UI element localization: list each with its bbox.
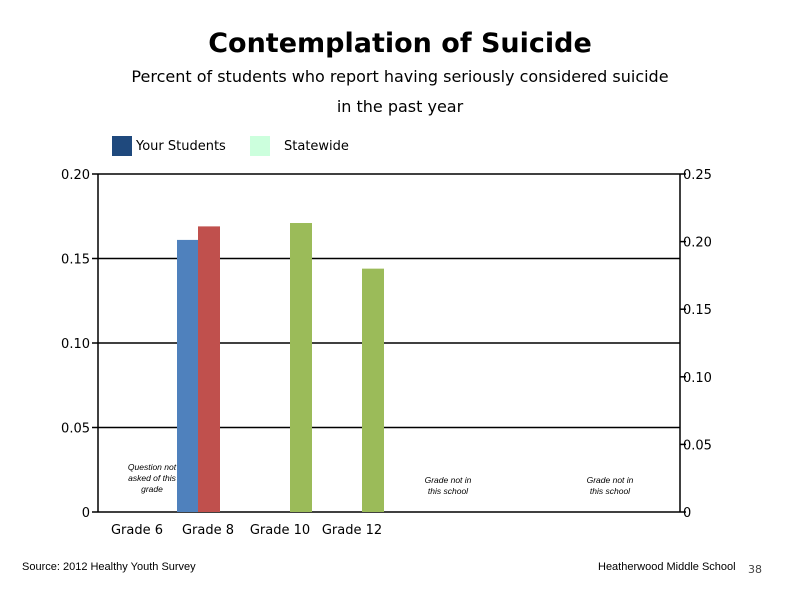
chart-title: Contemplation of Suicide (208, 28, 592, 59)
bar (177, 239, 199, 512)
annotation-text: grade (141, 484, 163, 494)
y-tick-label-right: 0.20 (683, 236, 712, 251)
bar (198, 226, 220, 512)
annotation-text: this school (590, 486, 631, 496)
y-tick-label-left: 0.20 (61, 168, 90, 183)
x-tick-label: Grade 8 (182, 523, 234, 538)
chart-subtitle-line-1: Percent of students who report having se… (131, 67, 669, 86)
x-tick-label: Grade 10 (250, 523, 310, 538)
annotation-text: this school (428, 486, 469, 496)
annotation-text: Grade not in (587, 475, 634, 485)
annotation-text: asked of this (128, 473, 176, 483)
y-tick-label-left: 0.10 (61, 337, 90, 352)
legend-swatch-statewide (250, 136, 270, 156)
page-number: 38 (748, 563, 762, 576)
legend-item-statewide: Statewide (250, 136, 349, 156)
legend-label-your-students: Your Students (136, 138, 226, 154)
y-tick-label-right: 0.25 (683, 168, 712, 183)
y-tick-label-left: 0.15 (61, 253, 90, 268)
bar (290, 223, 312, 512)
y-tick-label-left: 0 (82, 506, 90, 521)
x-tick-label: Grade 6 (111, 523, 163, 538)
y-tick-label-left: 0.05 (61, 422, 90, 437)
bar (362, 268, 384, 512)
x-tick-label: Grade 12 (322, 523, 382, 538)
annotation-text: Question not (128, 462, 177, 472)
y-tick-label-right: 0.05 (683, 438, 712, 453)
legend-item-your-students: Your Students (112, 136, 226, 156)
legend-label-statewide: Statewide (284, 138, 349, 154)
school-name: Heatherwood Middle School (598, 561, 736, 573)
y-tick-label-right: 0 (683, 506, 691, 521)
chart-subtitle-line-2: in the past year (336, 97, 464, 116)
y-tick-label-right: 0.10 (683, 371, 712, 386)
source-note: Source: 2012 Healthy Youth Survey (22, 561, 196, 573)
annotation-text: Grade not in (425, 475, 472, 485)
y-tick-label-right: 0.15 (683, 303, 712, 318)
legend-swatch-your-students (112, 136, 132, 156)
